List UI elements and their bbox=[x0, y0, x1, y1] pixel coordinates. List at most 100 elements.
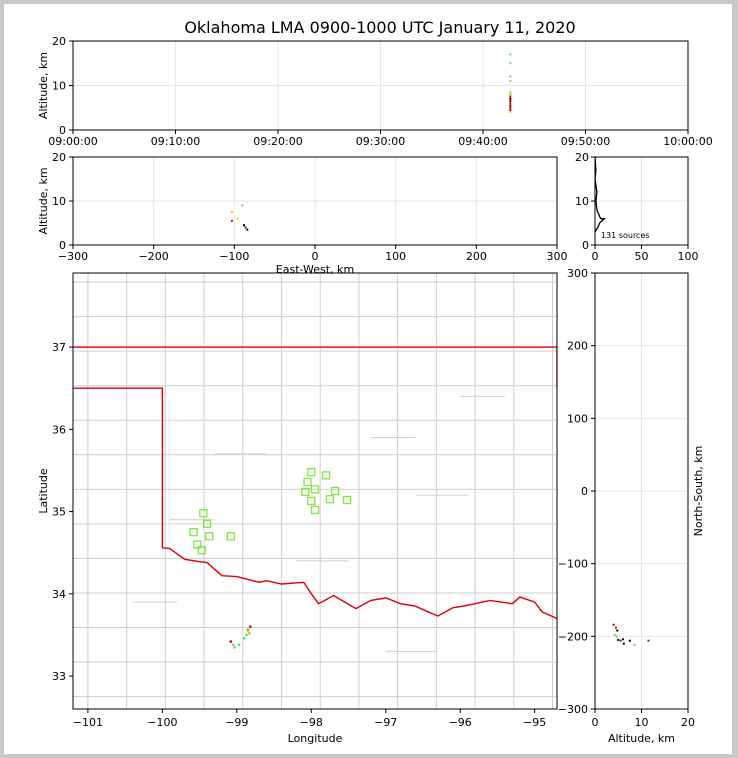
y-tick-label: 10 bbox=[52, 195, 66, 208]
y-tick-label: −300 bbox=[558, 703, 588, 716]
data-point bbox=[230, 211, 233, 213]
axes-frame bbox=[72, 156, 558, 246]
data-point bbox=[617, 638, 620, 641]
x-tick-label: 0 bbox=[592, 716, 599, 729]
x-tick-label: 50 bbox=[635, 250, 649, 263]
data-point bbox=[615, 635, 618, 638]
y-axis-label: Altitude, km bbox=[37, 52, 50, 119]
lightning-source-point bbox=[229, 640, 233, 643]
x-tick-label: 09:00:00 bbox=[48, 135, 97, 148]
y-tick-label: 34 bbox=[52, 588, 66, 601]
lma-station-marker bbox=[301, 487, 310, 496]
lma-station-marker bbox=[205, 532, 214, 541]
y-axis-label: North-South, km bbox=[692, 446, 705, 537]
y-tick-label: 0 bbox=[59, 239, 66, 252]
x-axis-label: Longitude bbox=[288, 732, 343, 745]
lma-station-marker bbox=[322, 471, 331, 480]
data-point bbox=[244, 226, 247, 229]
x-tick-label: 09:10:00 bbox=[151, 135, 200, 148]
y-tick-label: 20 bbox=[52, 151, 66, 164]
data-point bbox=[243, 224, 246, 227]
lightning-source-point bbox=[245, 633, 248, 637]
y-tick-label: 20 bbox=[575, 151, 589, 164]
lma-station-marker bbox=[303, 477, 312, 487]
data-point bbox=[230, 219, 233, 222]
y-tick-label: 0 bbox=[581, 485, 588, 498]
data-point bbox=[509, 104, 512, 107]
map-layer bbox=[73, 273, 557, 709]
x-tick-label: 10:00:00 bbox=[663, 135, 712, 148]
y-tick-label: 200 bbox=[567, 340, 588, 353]
lma-station-marker bbox=[342, 495, 352, 505]
y-tick-label: 10 bbox=[575, 195, 589, 208]
y-tick-label: 300 bbox=[567, 267, 588, 280]
x-tick-label: 0 bbox=[312, 250, 319, 263]
y-tick-label: 10 bbox=[52, 80, 66, 93]
lightning-source-point bbox=[237, 643, 241, 647]
lma-figure: Oklahoma LMA 0900-1000 UTC January 11, 2… bbox=[37, 18, 713, 745]
lightning-source-point bbox=[248, 632, 251, 635]
data-point bbox=[619, 639, 622, 642]
lightning-source-point bbox=[249, 625, 252, 628]
axes-frame bbox=[594, 156, 689, 246]
lma-station-marker bbox=[330, 486, 340, 496]
data-point bbox=[509, 97, 512, 100]
data-point bbox=[509, 108, 512, 111]
lma-station-marker bbox=[310, 485, 320, 494]
lightning-source-point bbox=[246, 629, 250, 633]
x-tick-label: 09:40:00 bbox=[458, 135, 507, 148]
x-tick-label: −98 bbox=[300, 716, 323, 729]
y-tick-label: 20 bbox=[52, 35, 66, 48]
data-point bbox=[509, 102, 512, 105]
figure-frame: Oklahoma LMA 0900-1000 UTC January 11, 2… bbox=[4, 4, 732, 754]
x-tick-label: 09:20:00 bbox=[253, 135, 302, 148]
x-axis-label: East-West, km bbox=[276, 263, 354, 276]
y-tick-label: 37 bbox=[52, 341, 66, 354]
data-point bbox=[622, 642, 625, 645]
x-tick-label: 200 bbox=[466, 250, 487, 263]
data-point bbox=[236, 217, 239, 220]
data-point bbox=[509, 95, 512, 98]
data-point bbox=[509, 106, 512, 109]
lightning-source-point bbox=[243, 637, 246, 640]
lightning-source-point bbox=[231, 643, 235, 647]
y-axis-label: Altitude, km bbox=[37, 167, 50, 234]
data-point bbox=[633, 644, 636, 647]
y-axis-label: Latitude bbox=[37, 468, 50, 514]
altitude-histogram-panel: 0 50 100 0 10 20 131 sources bbox=[575, 151, 699, 263]
y-tick-label: 36 bbox=[52, 423, 66, 436]
chart-title: Oklahoma LMA 0900-1000 UTC January 11, 2… bbox=[184, 18, 575, 37]
time-altitude-panel: 09:00:00 09:10:00 09:20:00 09:30:00 09:40:00… bbox=[37, 35, 713, 148]
x-tick-label: 300 bbox=[547, 250, 568, 263]
data-point bbox=[628, 639, 631, 642]
x-tick-label: −100 bbox=[147, 716, 177, 729]
lma-station-marker bbox=[189, 527, 198, 537]
x-tick-label: 09:50:00 bbox=[561, 135, 610, 148]
data-point bbox=[647, 639, 650, 642]
lma-station-marker bbox=[193, 540, 202, 549]
altitude-profile-line bbox=[594, 156, 606, 233]
plan-view-panel: −101 −100 −99 −98 −97 −96 −95 33 34 35 36 37 Latitud… bbox=[37, 272, 558, 745]
y-tick-label: 0 bbox=[582, 239, 589, 252]
x-tick-label: −96 bbox=[449, 716, 472, 729]
data-point bbox=[621, 638, 624, 641]
data-point bbox=[246, 228, 249, 231]
altitude-north-south-panel: 0 10 20 −300 −200 −100 0 100 200 300 North-South, … bbox=[558, 267, 705, 745]
x-tick-label: −300 bbox=[58, 250, 88, 263]
x-tick-label: −95 bbox=[523, 716, 546, 729]
lma-station-marker bbox=[307, 467, 316, 477]
lightning-source-point bbox=[233, 646, 236, 649]
data-point bbox=[509, 93, 512, 96]
data-point bbox=[616, 629, 619, 632]
y-tick-label: 100 bbox=[567, 412, 588, 425]
source-count-annotation: 131 sources bbox=[601, 231, 650, 240]
data-point bbox=[614, 626, 617, 629]
x-tick-label: −97 bbox=[374, 716, 397, 729]
y-tick-label: 33 bbox=[52, 670, 66, 683]
x-tick-label: 09:30:00 bbox=[356, 135, 405, 148]
data-point bbox=[241, 204, 244, 207]
x-axis-label: Altitude, km bbox=[608, 732, 675, 745]
axes-frame bbox=[72, 40, 689, 131]
state-boundary bbox=[73, 387, 557, 620]
y-tick-label: 35 bbox=[52, 506, 66, 519]
